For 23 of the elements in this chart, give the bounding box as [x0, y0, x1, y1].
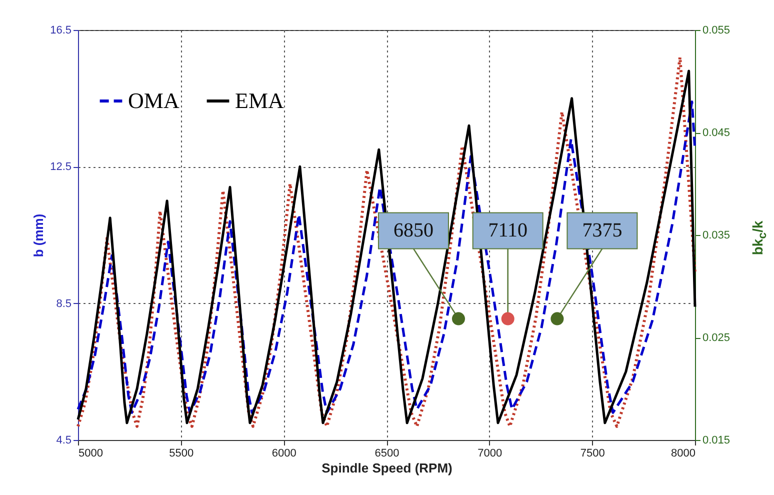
y-tick-label: 8.5	[56, 298, 72, 310]
y-axis-title: b (mm)	[31, 214, 46, 258]
y-tick-label: 12.5	[50, 161, 72, 174]
x-tick-label: 5500	[169, 448, 194, 460]
y2-tick-label: 0.015	[702, 434, 730, 446]
y-tick-label: 4.5	[56, 434, 72, 446]
y2-tick-label: 0.055	[702, 24, 730, 36]
y2-tick-label: 0.035	[702, 230, 730, 242]
y2-tick-label: 0.045	[702, 127, 730, 139]
annotation: 6850	[393, 220, 434, 242]
x-tick-label: 7000	[478, 448, 502, 460]
x-tick-label: 6500	[374, 448, 400, 460]
x-tick-label: 8000	[671, 448, 696, 460]
x-tick-label: 7500	[580, 448, 605, 460]
annotation: 7375	[582, 220, 622, 242]
y2-tick-label: 0.025	[702, 332, 730, 344]
x-tick-label: 6000	[272, 448, 296, 460]
y-tick-label: 16.5	[50, 24, 72, 36]
annotation: 7110	[488, 220, 528, 242]
x-axis-title: Spindle Speed (RPM)	[322, 460, 452, 476]
legend-label: EMA	[235, 88, 284, 113]
x-tick-label: 5000	[78, 448, 103, 460]
legend-label: OMA	[128, 88, 180, 113]
